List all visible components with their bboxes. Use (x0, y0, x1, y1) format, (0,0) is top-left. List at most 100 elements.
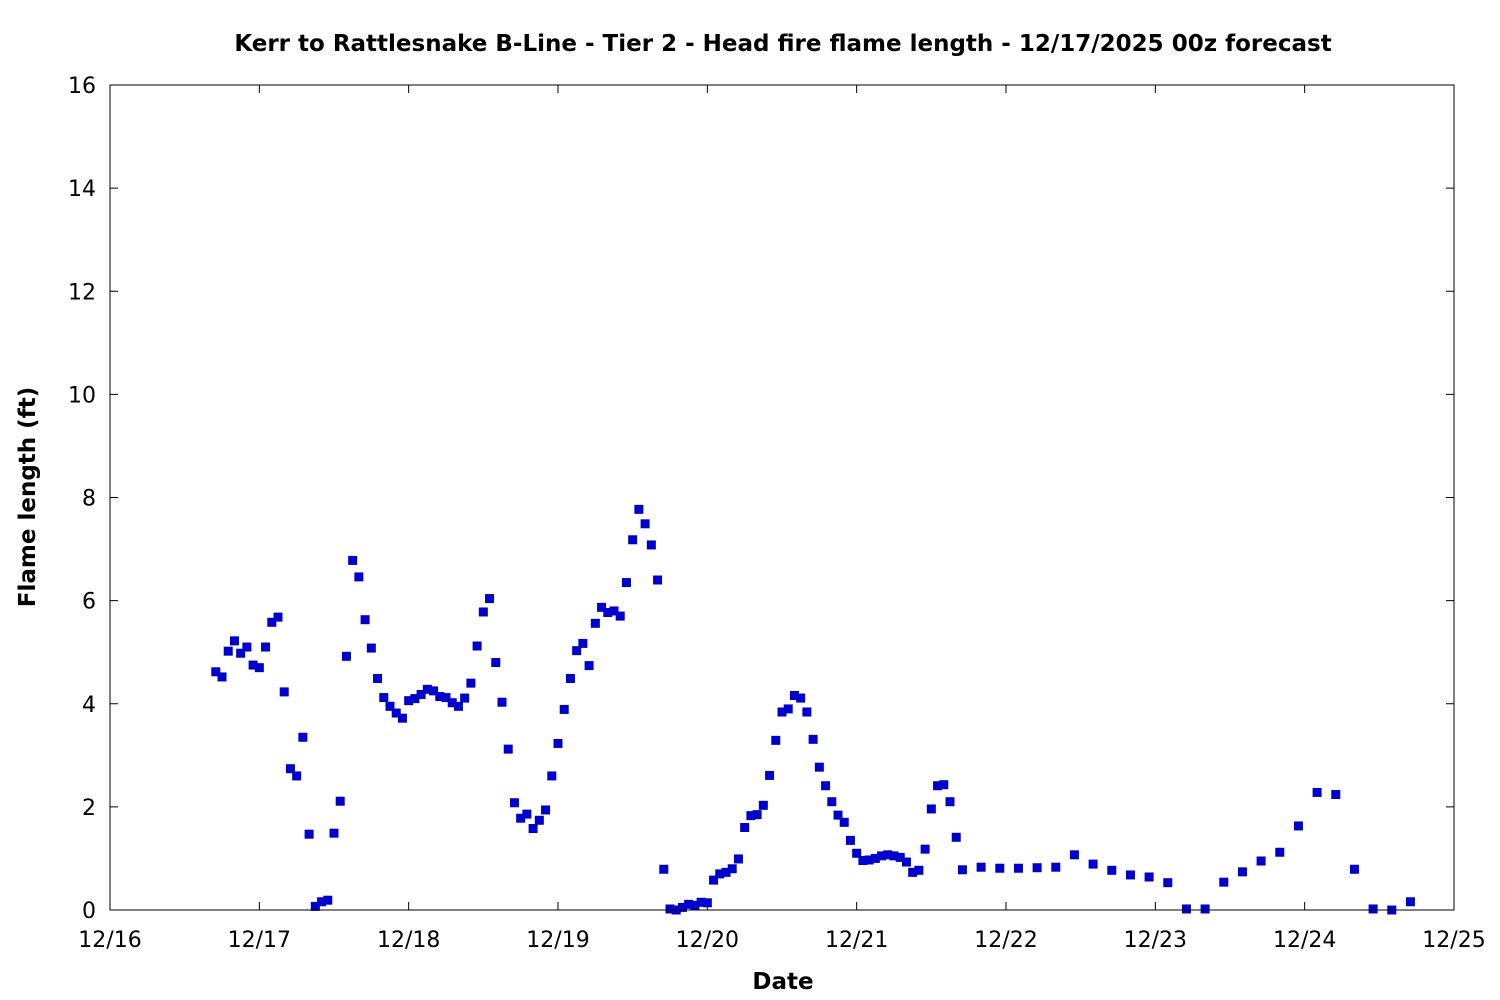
data-point (572, 646, 582, 656)
data-point (565, 673, 575, 683)
data-point (746, 811, 756, 821)
data-point (441, 693, 451, 703)
data-point (690, 900, 700, 910)
y-tick-label: 10 (68, 383, 96, 408)
data-point (609, 606, 619, 616)
data-point (578, 638, 588, 648)
data-point (908, 867, 918, 877)
data-point (926, 804, 936, 814)
x-tick-label: 12/18 (377, 928, 440, 953)
data-point (814, 762, 824, 772)
data-point (684, 899, 694, 909)
data-point (858, 856, 868, 865)
data-point (1405, 897, 1415, 907)
data-point (547, 771, 557, 781)
data-point (460, 693, 470, 703)
data-point (1331, 790, 1341, 799)
y-tick-label: 4 (82, 693, 96, 718)
data-point (1069, 850, 1079, 860)
x-tick-label: 12/19 (526, 928, 589, 953)
data-point (497, 697, 507, 707)
data-point (901, 857, 911, 867)
data-point (920, 844, 930, 854)
data-point (1256, 856, 1266, 866)
x-tick-label: 12/22 (974, 928, 1037, 953)
data-points (211, 504, 1415, 915)
data-point (310, 901, 320, 911)
data-point (889, 851, 899, 861)
data-point (883, 850, 893, 860)
data-point (914, 865, 924, 875)
data-point (951, 832, 961, 842)
data-point (733, 854, 743, 864)
data-point (659, 864, 669, 874)
y-axis-label: Flame length (ft) (15, 387, 41, 607)
data-point (628, 535, 638, 545)
data-point (1051, 862, 1061, 872)
data-point (845, 835, 855, 845)
data-point (702, 898, 712, 908)
data-point (354, 572, 364, 582)
data-point (410, 694, 420, 704)
y-tick-label: 14 (68, 177, 96, 202)
data-point (677, 902, 687, 912)
data-point (1032, 863, 1042, 873)
data-point (1200, 904, 1210, 914)
data-point (1293, 821, 1303, 831)
data-point (1125, 870, 1135, 880)
data-point (1275, 847, 1285, 857)
data-point (740, 823, 750, 832)
x-tick-label: 12/20 (676, 928, 739, 953)
data-point (248, 660, 258, 670)
data-point (771, 735, 781, 745)
data-point (895, 852, 905, 862)
x-tick-label: 12/17 (228, 928, 291, 953)
plot-area-border (109, 84, 1455, 911)
data-point (1219, 877, 1229, 887)
data-point (261, 642, 271, 652)
data-point (404, 696, 414, 706)
data-point (833, 810, 843, 820)
data-point (341, 651, 351, 661)
data-point (478, 607, 488, 617)
data-point (1013, 863, 1023, 873)
data-point (945, 797, 955, 807)
data-point (485, 594, 495, 604)
data-point (323, 895, 333, 905)
x-axis-ticks: 12/16 12/17 12/18 12/19 12/20 12/21 12/22 12/23… (78, 85, 1486, 953)
data-point (789, 691, 799, 700)
data-point (422, 684, 432, 694)
data-point (373, 673, 383, 683)
data-point (597, 602, 607, 612)
data-point (273, 612, 283, 622)
data-point (447, 698, 457, 708)
data-point (242, 642, 252, 652)
data-point (366, 643, 376, 653)
data-point (864, 855, 874, 865)
data-point (435, 692, 445, 702)
y-tick-label: 0 (82, 899, 96, 924)
data-point (254, 663, 264, 673)
data-point (933, 781, 943, 791)
data-point (391, 708, 401, 718)
data-point (808, 734, 818, 744)
data-point (522, 809, 532, 819)
data-point (877, 851, 887, 861)
data-point (796, 693, 806, 703)
data-point (827, 797, 837, 807)
data-point (634, 504, 644, 514)
data-point (590, 618, 600, 628)
data-point (217, 672, 227, 682)
data-point (211, 667, 221, 677)
data-point (397, 713, 407, 723)
x-tick-label: 12/23 (1124, 928, 1187, 953)
data-point (802, 707, 812, 717)
data-point (472, 641, 482, 651)
data-point (821, 781, 831, 791)
data-point (379, 693, 389, 703)
data-point (416, 689, 426, 699)
data-point (466, 678, 476, 688)
data-point (765, 770, 775, 780)
data-point (335, 796, 345, 806)
